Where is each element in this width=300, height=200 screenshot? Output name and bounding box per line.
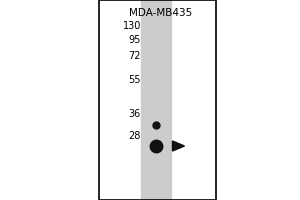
Text: 95: 95: [129, 35, 141, 45]
Text: 28: 28: [129, 131, 141, 141]
Text: MDA-MB435: MDA-MB435: [129, 8, 192, 18]
Text: 36: 36: [129, 109, 141, 119]
Bar: [141, 0, 171, 200]
Text: 130: 130: [123, 21, 141, 31]
Polygon shape: [172, 141, 184, 151]
Text: 72: 72: [128, 51, 141, 61]
Bar: [99, 0, 216, 200]
Bar: [99, 0, 216, 200]
Text: 55: 55: [128, 75, 141, 85]
